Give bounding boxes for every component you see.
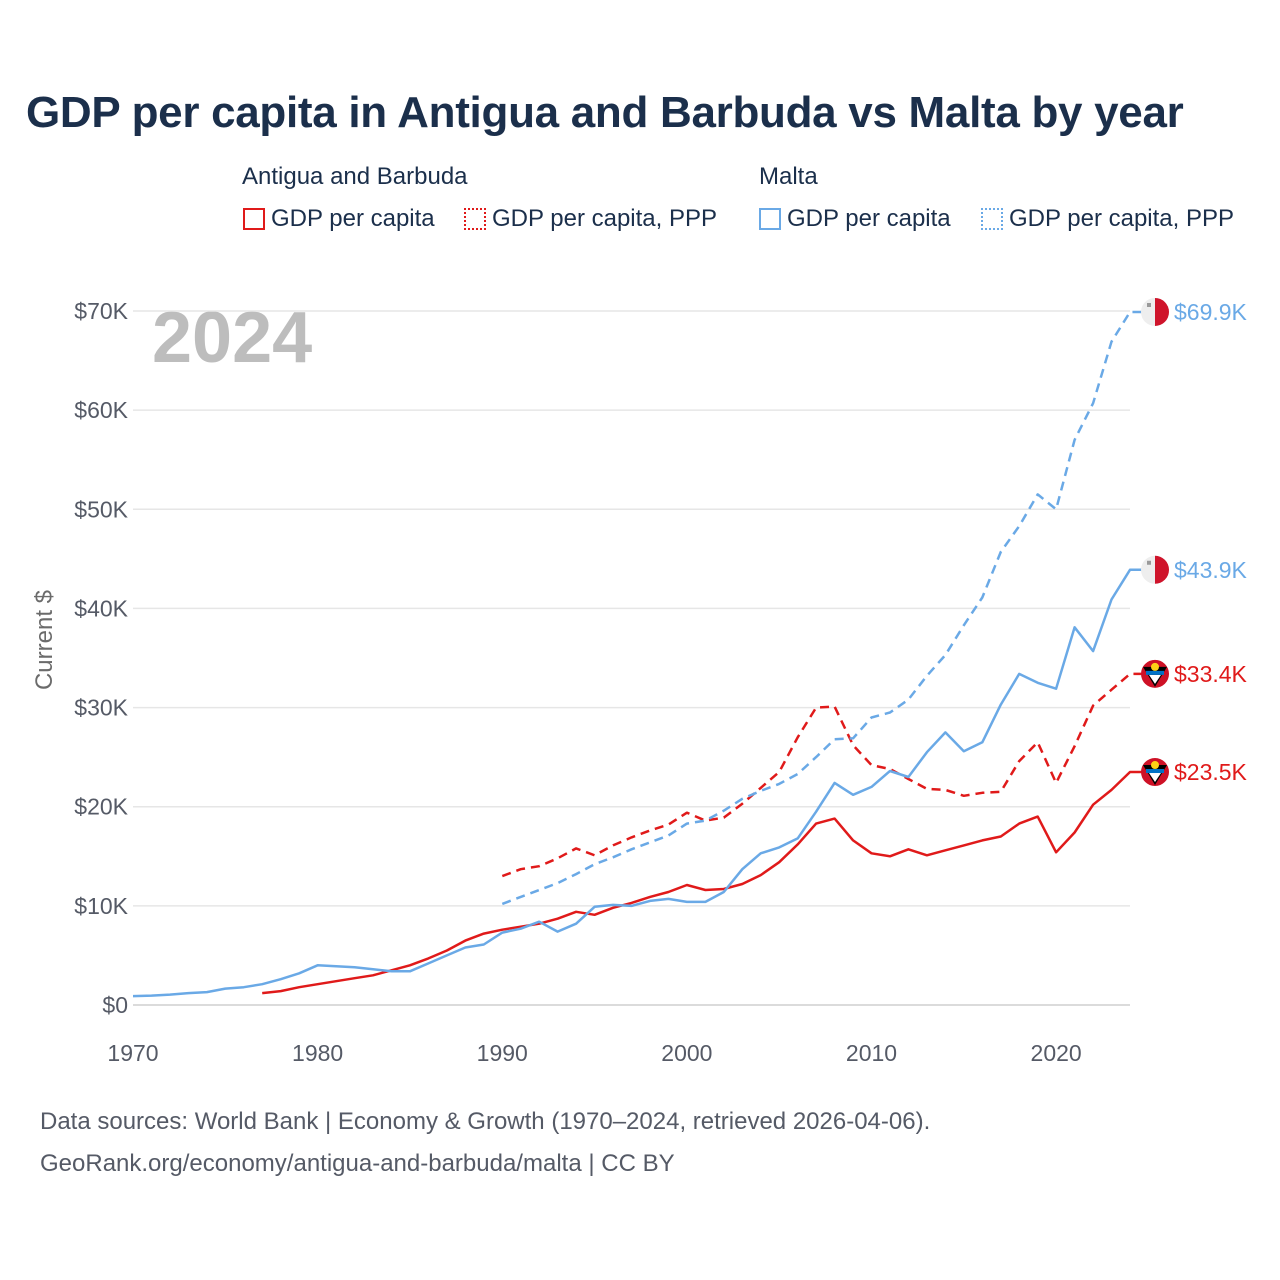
end-value-label: $33.4K [1174, 661, 1248, 687]
legend-label: GDP per capita [271, 205, 435, 232]
y-tick-label: $60K [74, 397, 128, 423]
legend-group-antigua: Antigua and Barbuda [242, 163, 468, 190]
y-axis-title: Current $ [31, 590, 58, 690]
legend-item-malta-ppp[interactable]: GDP per capita, PPP [981, 205, 1234, 233]
end-value-label: $43.9K [1174, 557, 1248, 583]
legend-group-malta: Malta [759, 163, 818, 190]
end-markers: $23.5K $33.4K $43.9K $69.9K [1141, 297, 1248, 787]
series-line-2 [132, 568, 1155, 998]
series-line-3 [501, 310, 1155, 906]
y-tick-label: $0 [102, 992, 128, 1018]
malta-flag-icon [1141, 555, 1169, 584]
legend-swatch-dotted-red [464, 208, 486, 230]
grid [133, 310, 1130, 1006]
x-tick-label: 2010 [846, 1040, 897, 1066]
chart-title: GDP per capita in Antigua and Barbuda vs… [26, 88, 1184, 137]
legend-label: GDP per capita [787, 205, 951, 232]
x-tick-label: 2020 [1031, 1040, 1082, 1066]
antigua-flag-icon [1141, 659, 1169, 688]
y-tick-label: $20K [74, 794, 128, 820]
legend-swatch-solid-blue [759, 208, 781, 230]
end-value-label: $23.5K [1174, 759, 1248, 785]
antigua-flag-icon [1141, 758, 1169, 787]
series-line-0 [262, 770, 1155, 995]
series-line-1 [501, 672, 1155, 878]
y-tick-label: $40K [74, 595, 128, 621]
y-tick-label: $50K [74, 496, 128, 522]
x-tick-label: 1970 [107, 1040, 158, 1066]
x-axis: 1970 1980 1990 2000 2010 2020 [107, 1040, 1081, 1066]
legend-swatch-dotted-blue [981, 208, 1003, 230]
year-watermark: 2024 [152, 298, 312, 378]
series-group [132, 310, 1155, 998]
legend-label: GDP per capita, PPP [492, 205, 717, 232]
legend-item-antigua-ppp[interactable]: GDP per capita, PPP [464, 205, 717, 233]
y-tick-label: $70K [74, 298, 128, 324]
legend-item-antigua-gdp[interactable]: GDP per capita [243, 205, 435, 233]
end-value-label: $69.9K [1174, 299, 1248, 325]
y-axis: $0 $10K $20K $30K $40K $50K $60K $70K [74, 298, 128, 1018]
footer-link: GeoRank.org/economy/antigua-and-barbuda/… [40, 1150, 675, 1177]
legend-item-malta-gdp[interactable]: GDP per capita [759, 205, 951, 233]
legend-label: GDP per capita, PPP [1009, 205, 1234, 232]
x-tick-label: 1980 [292, 1040, 343, 1066]
x-tick-label: 1990 [477, 1040, 528, 1066]
malta-flag-icon [1141, 297, 1169, 326]
y-tick-label: $30K [74, 695, 128, 721]
legend-swatch-solid-red [243, 208, 265, 230]
y-tick-label: $10K [74, 893, 128, 919]
footer-sources: Data sources: World Bank | Economy & Gro… [40, 1108, 931, 1135]
x-tick-label: 2000 [661, 1040, 712, 1066]
